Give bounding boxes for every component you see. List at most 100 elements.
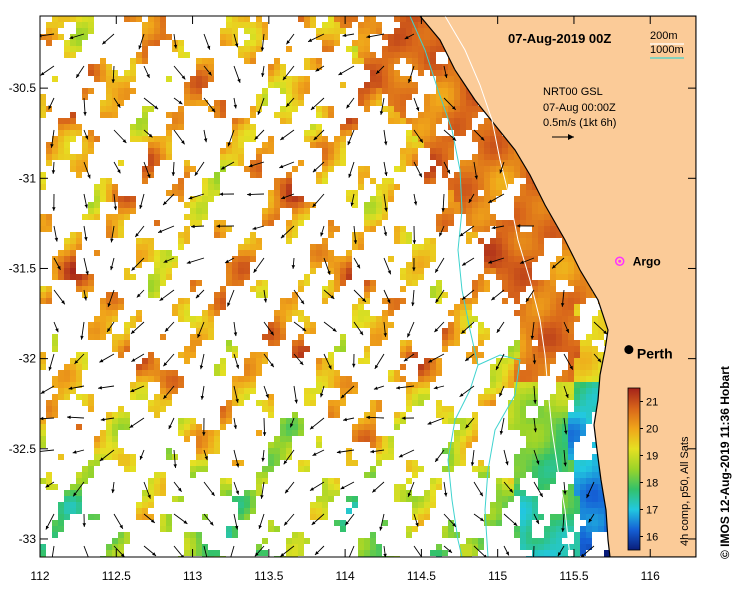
sst-cell	[46, 478, 52, 484]
sst-cell	[484, 202, 490, 208]
sst-cell	[142, 106, 148, 112]
sst-cell	[166, 394, 172, 400]
sst-cell	[148, 502, 154, 508]
sst-cell	[340, 82, 346, 88]
sst-cell	[52, 346, 58, 352]
sst-cell	[502, 484, 508, 490]
sst-cell	[328, 412, 334, 418]
sst-cell	[406, 388, 412, 394]
sst-cell	[550, 286, 556, 292]
sst-cell	[142, 40, 148, 46]
sst-cell	[532, 214, 538, 220]
sst-cell	[196, 532, 202, 538]
sst-cell	[304, 460, 310, 466]
sst-cell	[250, 136, 256, 142]
sst-cell	[136, 394, 142, 400]
sst-cell	[130, 76, 136, 82]
sst-cell	[544, 544, 550, 550]
current-arrow-icon	[383, 257, 392, 275]
sst-cell	[436, 148, 442, 154]
current-arrow-icon	[309, 481, 325, 491]
sst-cell	[70, 250, 76, 256]
sst-cell	[298, 100, 304, 106]
sst-cell	[532, 244, 538, 250]
sst-cell	[298, 532, 304, 538]
sst-cell	[64, 502, 70, 508]
sst-cell	[178, 238, 184, 244]
sst-cell	[508, 274, 514, 280]
sst-cell	[184, 238, 190, 244]
sst-cell	[442, 292, 448, 298]
sst-cell	[58, 376, 64, 382]
sst-cell	[490, 160, 496, 166]
sst-cell	[184, 436, 190, 442]
sst-cell	[544, 352, 550, 358]
sst-cell	[286, 298, 292, 304]
sst-cell	[64, 388, 70, 394]
sst-cell	[418, 64, 424, 70]
sst-cell	[556, 322, 562, 328]
sst-cell	[442, 82, 448, 88]
sst-cell	[406, 268, 412, 274]
sst-cell	[526, 340, 532, 346]
sst-cell	[274, 76, 280, 82]
sst-cell	[538, 340, 544, 346]
sst-cell	[394, 76, 400, 82]
sst-cell	[202, 202, 208, 208]
sst-cell	[256, 94, 262, 100]
sst-cell	[370, 226, 376, 232]
sst-cell	[268, 466, 274, 472]
current-arrow-icon	[353, 257, 361, 269]
sst-cell	[544, 220, 550, 226]
sst-cell	[400, 76, 406, 82]
sst-cell	[472, 100, 478, 106]
sst-cell	[520, 268, 526, 274]
sst-cell	[568, 358, 574, 364]
sst-cell	[184, 316, 190, 322]
sst-cell	[388, 106, 394, 112]
sst-cell	[394, 484, 400, 490]
sst-cell	[586, 478, 592, 484]
sst-cell	[568, 346, 574, 352]
sst-cell	[562, 328, 568, 334]
sst-cell	[328, 154, 334, 160]
sst-cell	[70, 40, 76, 46]
sst-cell	[400, 232, 406, 238]
sst-cell	[310, 202, 316, 208]
sst-cell	[508, 238, 514, 244]
sst-cell	[418, 142, 424, 148]
sst-cell	[532, 382, 538, 388]
sst-cell	[148, 478, 154, 484]
sst-cell	[532, 352, 538, 358]
sst-cell	[436, 100, 442, 106]
sst-cell	[580, 292, 586, 298]
sst-cell	[532, 334, 538, 340]
current-arrow-icon	[68, 385, 85, 390]
sst-cell	[196, 76, 202, 82]
sst-cell	[568, 460, 574, 466]
sst-cell	[292, 412, 298, 418]
sst-cell	[394, 418, 400, 424]
sst-cell	[436, 400, 442, 406]
sst-cell	[436, 106, 442, 112]
sst-cell	[346, 274, 352, 280]
sst-cell	[262, 94, 268, 100]
sst-cell	[364, 430, 370, 436]
sst-cell	[118, 202, 124, 208]
sst-cell	[454, 436, 460, 442]
sst-cell	[508, 256, 514, 262]
current-arrow-icon	[173, 545, 184, 557]
sst-cell	[544, 424, 550, 430]
sst-cell	[514, 472, 520, 478]
sst-cell	[340, 274, 346, 280]
sst-cell	[274, 442, 280, 448]
sst-cell	[220, 40, 226, 46]
sst-cell	[148, 370, 154, 376]
x-tick-label: 112	[30, 569, 49, 583]
sst-cell	[322, 148, 328, 154]
sst-cell	[274, 214, 280, 220]
sst-cell	[550, 340, 556, 346]
sst-cell	[292, 538, 298, 544]
sst-cell	[412, 244, 418, 250]
current-arrow-icon	[379, 97, 385, 115]
